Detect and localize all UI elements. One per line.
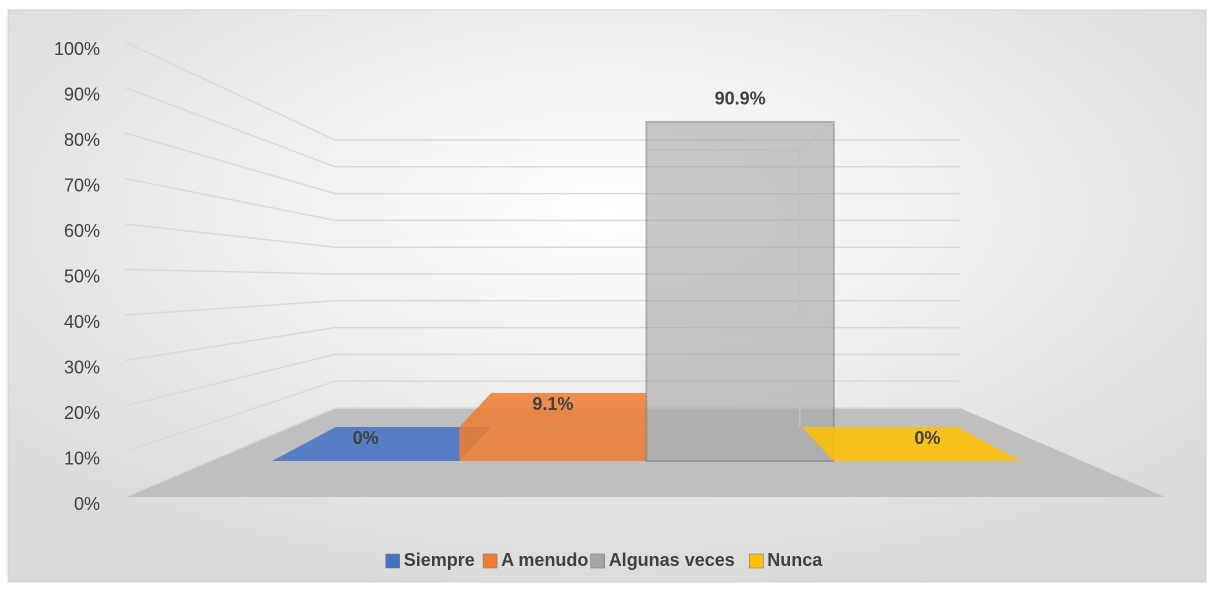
y-tick-label: 0% <box>74 494 100 514</box>
data-label: 9.1% <box>532 394 573 414</box>
data-label: 0% <box>914 428 940 448</box>
bar <box>645 120 835 463</box>
legend-swatch <box>482 553 498 569</box>
bar <box>802 427 1021 461</box>
legend-swatch <box>590 553 606 569</box>
bar <box>272 427 492 461</box>
bar <box>459 393 647 461</box>
y-tick-label: 50% <box>64 266 100 286</box>
data-label: 90.9% <box>715 89 766 109</box>
y-tick-label: 20% <box>64 403 100 423</box>
y-tick-label: 90% <box>64 84 100 104</box>
bar-front <box>645 120 835 463</box>
legend-label: A menudo <box>501 550 588 570</box>
y-tick-label: 100% <box>54 39 100 59</box>
legend-swatch <box>385 553 401 569</box>
y-tick-label: 60% <box>64 221 100 241</box>
y-tick-label: 40% <box>64 312 100 332</box>
legend-label: Nunca <box>767 550 823 570</box>
bar-top <box>802 427 1021 461</box>
y-tick-label: 70% <box>64 175 100 195</box>
y-tick-label: 80% <box>64 130 100 150</box>
y-tick-label: 10% <box>64 448 100 468</box>
bar-top <box>459 393 647 428</box>
data-label: 0% <box>353 428 379 448</box>
bar-front <box>459 427 647 461</box>
legend-swatch <box>748 553 764 569</box>
legend-label: Siempre <box>404 550 475 570</box>
bar-top <box>272 427 492 461</box>
legend-label: Algunas veces <box>609 550 735 570</box>
y-tick-label: 30% <box>64 357 100 377</box>
